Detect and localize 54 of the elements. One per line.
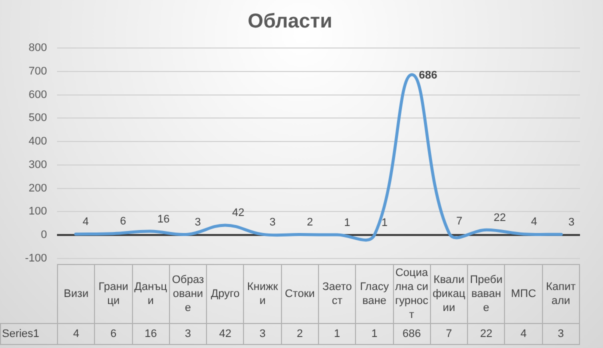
annotation: 3: [194, 216, 201, 228]
x-tick-label: МПС: [504, 264, 542, 324]
data-label: 7: [430, 324, 468, 344]
y-tick-label: 800: [28, 42, 47, 54]
annotation: 1: [344, 216, 350, 229]
chart-title: Области: [248, 10, 332, 33]
x-tick-label: Капитали: [542, 264, 580, 324]
x-tick-label: Граници: [94, 264, 132, 324]
annotation: 3: [568, 216, 574, 228]
y-tick-label: -100: [24, 252, 47, 264]
x-tick-label: Друго: [206, 264, 244, 324]
annotation: 1: [382, 216, 388, 229]
annotation: 3: [269, 216, 276, 228]
data-label: 4: [58, 324, 95, 344]
data-label: 22: [468, 324, 505, 344]
y-tick-label: 200: [28, 182, 47, 194]
annotation: 2: [306, 216, 313, 229]
annotation: 4: [530, 216, 538, 228]
y-tick-label: 400: [28, 136, 47, 148]
x-tick-label: Квалификации: [430, 264, 468, 324]
y-tick-label: 600: [28, 88, 47, 101]
data-label: 4: [504, 324, 542, 344]
x-tick-label: Пребиваване: [468, 264, 505, 324]
data-label: 2: [281, 324, 318, 344]
annotation: 686: [418, 70, 438, 82]
y-tick-label: 0: [40, 229, 47, 242]
y-tick-label: 700: [28, 65, 47, 78]
data-label: 16: [132, 324, 170, 344]
data-label: 3: [542, 324, 580, 344]
annotation: 16: [157, 213, 170, 226]
annotation: 22: [494, 212, 506, 224]
data-label: 1: [318, 324, 356, 344]
y-tick-label: 300: [28, 158, 47, 171]
data-label: 1: [356, 324, 394, 344]
y-tick-label: 100: [28, 206, 47, 218]
annotation: 6: [120, 216, 126, 228]
x-tick-label: Социална сигурност: [393, 264, 430, 324]
data-label: 3: [244, 324, 282, 344]
text: Series1: [0, 324, 58, 344]
annotation: 7: [456, 215, 462, 228]
data-label: 6: [94, 324, 132, 344]
annotation: 4: [82, 216, 89, 228]
data-label: 686: [393, 324, 430, 344]
x-tick-label: Стоки: [281, 264, 318, 324]
data-label: 3: [169, 324, 207, 344]
x-tick-label: Образование: [169, 264, 207, 324]
data-label: 42: [206, 324, 244, 344]
annotation: 42: [232, 207, 244, 220]
x-tick-label: Визи: [58, 264, 95, 324]
y-tick-label: 500: [28, 112, 47, 124]
x-tick-label: Заетост: [318, 264, 356, 324]
x-tick-label: Книжки: [244, 264, 282, 324]
x-tick-label: Гласуване: [356, 264, 394, 324]
x-tick-label: Данъци: [132, 264, 170, 324]
